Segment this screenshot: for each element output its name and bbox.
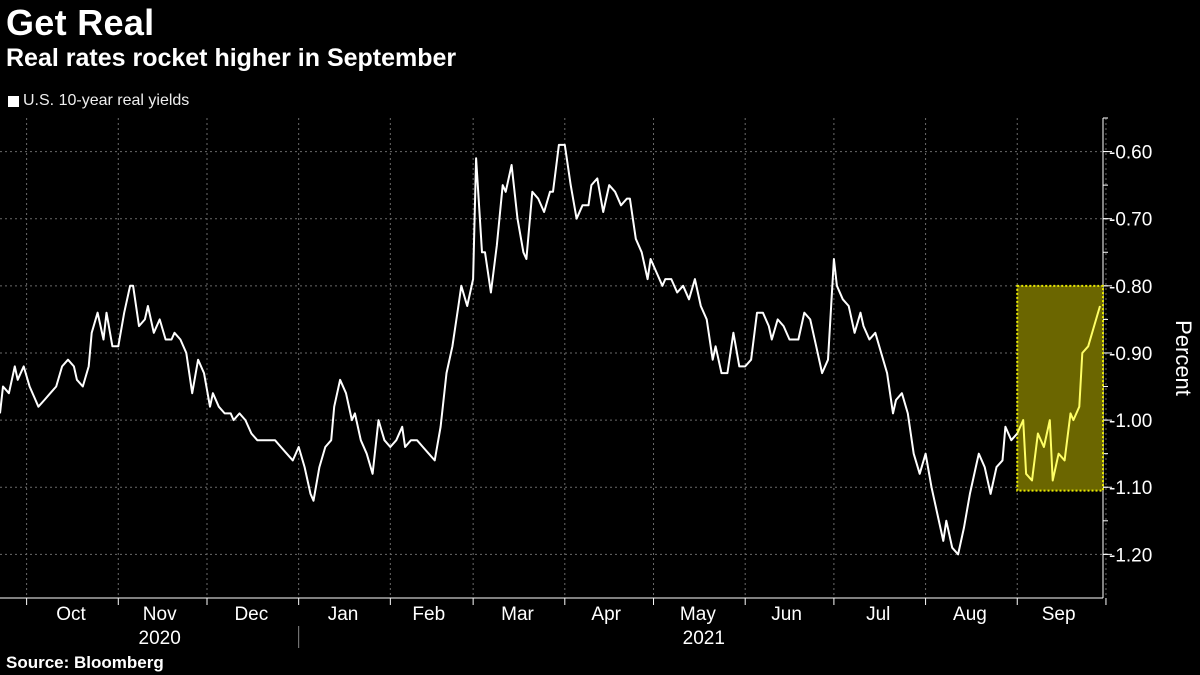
legend-label: U.S. 10-year real yields [23,92,190,109]
x-tick-label: Jun [771,604,802,625]
y-tick-label: -1.00 [1109,411,1152,432]
legend-swatch [8,95,19,107]
x-tick-label: Dec [234,604,268,625]
x-tick-label: Aug [953,604,987,625]
x-tick-label: May [680,604,716,625]
series-line [0,143,1018,556]
chart-subtitle: Real rates rocket higher in September [6,44,457,72]
y-axis-title: Percent [1171,320,1196,396]
source-note: Source: Bloomberg [6,653,164,672]
x-tick-label: Feb [412,604,445,625]
year-label: 2021 [683,628,725,649]
y-tick-label: -0.70 [1109,210,1152,231]
x-tick-label: Nov [143,604,177,625]
x-tick-label: Jul [866,604,890,625]
year-label: 2020 [139,628,181,649]
series-line-highlighted [1016,305,1101,482]
september-highlight-box [1016,284,1104,492]
legend: U.S. 10-year real yields [8,92,189,110]
y-tick-label: -1.10 [1109,478,1152,499]
chart-title: Get Real [6,2,155,43]
y-tick-label: -0.80 [1109,277,1152,298]
y-tick-label: -1.20 [1109,545,1152,566]
x-tick-label: Apr [591,604,621,625]
y-tick-label: -0.60 [1109,143,1152,164]
y-tick-label: -0.90 [1109,344,1152,365]
x-tick-label: Sep [1042,604,1076,625]
x-tick-label: Mar [501,604,534,625]
x-tick-label: Oct [56,604,86,625]
x-tick-label: Jan [328,604,359,625]
